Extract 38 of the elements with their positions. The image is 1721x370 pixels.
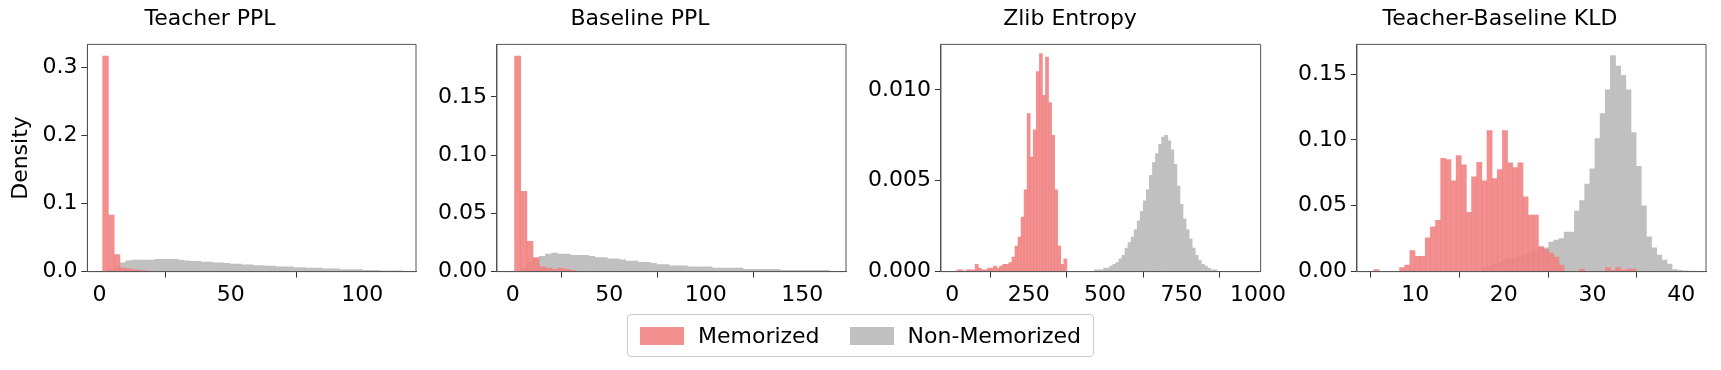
x-tick-label: 150 <box>781 280 824 306</box>
x-tick-label: 100 <box>684 280 727 306</box>
y-tick-label: 0.00 <box>438 257 487 283</box>
legend-label: Memorized <box>697 323 820 348</box>
y-tick-label: 0.3 <box>42 53 78 79</box>
x-tick-label: 1000 <box>1229 280 1286 306</box>
y-axis-title: Density <box>6 116 32 200</box>
x-tick-label: 40 <box>1667 280 1696 306</box>
x-tick-label: 0 <box>505 280 520 306</box>
y-tick-label: 0.05 <box>1298 191 1347 217</box>
y-tick-label: 0.00 <box>1298 257 1347 283</box>
x-tick-label: 0 <box>92 280 107 306</box>
x-tick-label: 50 <box>216 280 245 306</box>
y-tick-label: 0.0 <box>42 257 78 283</box>
y-tick-label: 0.10 <box>438 140 487 166</box>
chart-title: Baseline PPL <box>570 4 711 30</box>
x-tick-label: 50 <box>595 280 624 306</box>
y-tick-label: 0.005 <box>868 166 931 192</box>
x-tick-label: 10 <box>1401 280 1430 306</box>
x-tick-label: 250 <box>1007 280 1050 306</box>
x-tick-label: 750 <box>1160 280 1203 306</box>
x-tick-label: 20 <box>1489 280 1518 306</box>
y-tick-label: 0.010 <box>868 75 931 101</box>
x-tick-label: 500 <box>1084 280 1127 306</box>
y-tick-label: 0.2 <box>42 121 78 147</box>
chart-title: Teacher-Baseline KLD <box>1381 4 1618 30</box>
x-tick-label: 100 <box>341 280 384 306</box>
y-tick-label: 0.15 <box>438 82 487 108</box>
y-tick-label: 0.15 <box>1298 59 1347 85</box>
y-tick-label: 0.1 <box>42 189 78 215</box>
chart-title: Zlib Entropy <box>1003 4 1137 30</box>
x-tick-label: 0 <box>945 280 960 306</box>
chart-title: Teacher PPL <box>143 4 277 30</box>
y-tick-label: 0.000 <box>868 257 931 283</box>
y-tick-label: 0.05 <box>438 199 487 225</box>
legend-label: Non-Memorized <box>907 323 1082 348</box>
y-tick-label: 0.10 <box>1298 125 1347 151</box>
x-tick-label: 30 <box>1578 280 1607 306</box>
